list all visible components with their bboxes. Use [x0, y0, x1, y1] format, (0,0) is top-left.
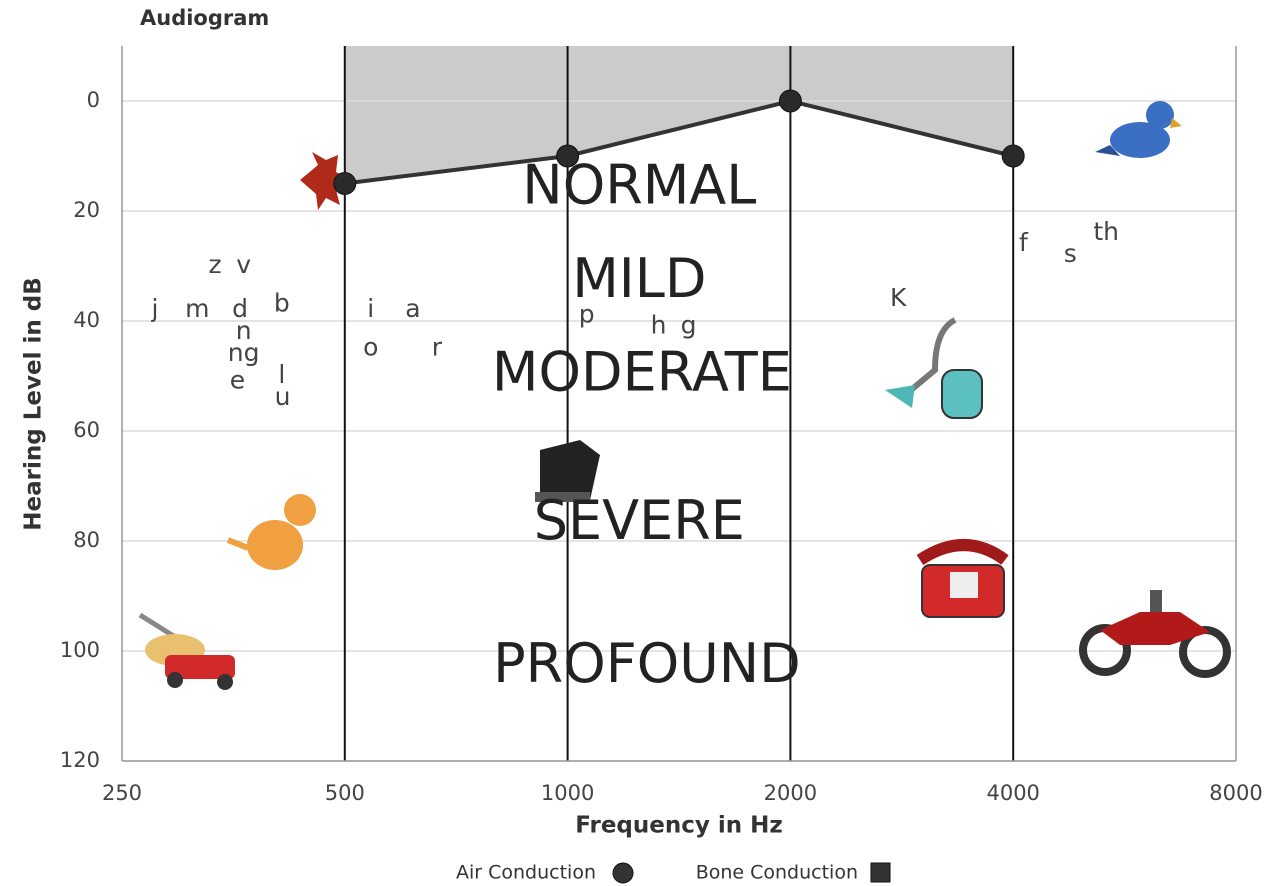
chart-title: Audiogram: [140, 6, 269, 30]
speech-sound: j: [150, 294, 158, 323]
region-label: SEVERE: [534, 489, 745, 552]
data-point: [557, 145, 579, 167]
y-tick-label: 120: [60, 748, 100, 772]
data-point: [1002, 145, 1024, 167]
speech-sound: s: [1064, 239, 1077, 268]
speech-sound: m: [185, 294, 209, 323]
speech-sound: p: [579, 300, 595, 329]
region-label: MODERATE: [492, 341, 792, 404]
speech-sound: g: [681, 311, 697, 340]
legend-marker: [613, 863, 633, 883]
chart: Audiogram Frequency in Hz Hearing Level …: [0, 0, 1271, 886]
y-axis-label: Hearing Level in dB: [21, 277, 47, 530]
legend: Air Conduction Bone Conduction: [456, 862, 890, 884]
speech-sound: th: [1093, 217, 1119, 246]
x-tick-label: 250: [102, 781, 142, 805]
y-tick-label: 60: [73, 418, 100, 442]
x-tick-label: 1000: [541, 781, 594, 805]
speech-sound: e: [230, 366, 245, 395]
speech-sound: o: [363, 333, 378, 362]
x-tick-label: 2000: [764, 781, 817, 805]
speech-sound: f: [1019, 228, 1029, 257]
x-tick-label: 8000: [1209, 781, 1262, 805]
speech-sound: a: [405, 294, 420, 323]
region-label: PROFOUND: [493, 632, 801, 695]
y-tick-label: 100: [60, 638, 100, 662]
speech-sound: b: [274, 289, 290, 318]
y-tick-label: 40: [73, 308, 100, 332]
speech-sound: v: [236, 250, 251, 279]
speech-sound: i: [367, 294, 374, 323]
y-tick-label: 0: [87, 88, 100, 112]
data-point: [334, 173, 356, 195]
y-tick-label: 80: [73, 528, 100, 552]
data-point: [779, 90, 801, 112]
legend-label: Bone Conduction: [696, 862, 858, 884]
y-tick-label: 20: [73, 198, 100, 222]
speech-sound: h: [651, 311, 667, 340]
speech-sound: r: [432, 333, 443, 362]
legend-label: Air Conduction: [456, 862, 596, 884]
x-axis-label: Frequency in Hz: [575, 813, 783, 839]
speech-sound: K: [890, 283, 907, 312]
x-tick-label: 500: [325, 781, 365, 805]
speech-sound: z: [209, 250, 222, 279]
speech-sound: u: [275, 382, 291, 411]
region-label: NORMAL: [522, 154, 756, 217]
speech-sound: ng: [228, 338, 260, 367]
legend-marker: [871, 863, 890, 882]
x-tick-label: 4000: [986, 781, 1039, 805]
